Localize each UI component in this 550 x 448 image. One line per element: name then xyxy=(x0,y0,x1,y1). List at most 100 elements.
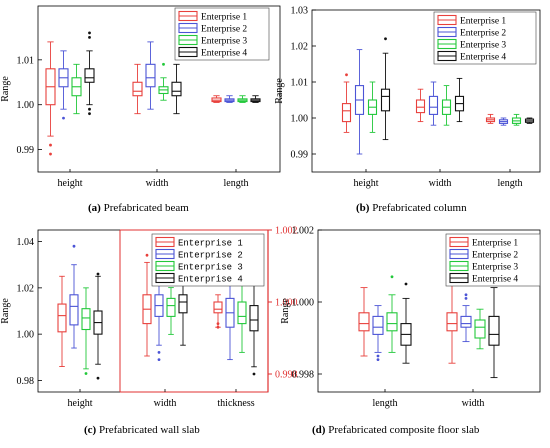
box-enterprise-2-width xyxy=(460,293,472,343)
box-enterprise-1-length xyxy=(485,113,496,124)
legend: Enterprise 1 Enterprise 2 Enterprise 3 Ente… xyxy=(151,233,265,287)
y-tick-label: 1.00 xyxy=(17,330,35,341)
x-tick-label: width xyxy=(462,398,485,409)
x-tick-label: height xyxy=(354,178,379,189)
y-tick-label: 0.99 xyxy=(291,150,309,161)
legend-label: Enterprise 3 xyxy=(201,37,247,47)
legend-item: Enterprise 4 xyxy=(178,46,247,59)
box-enterprise-4-width xyxy=(488,287,500,379)
legend-item: Enterprise 2 xyxy=(437,26,506,39)
box-enterprise-4-length xyxy=(250,95,261,103)
box-body xyxy=(488,315,500,346)
chart-c: 0.98 1.00 1.02 1.04 Range 0.998 1.000 1.002 heig… xyxy=(0,226,298,410)
caption-a: (a) Prefabricated beam xyxy=(88,202,189,214)
box-body xyxy=(81,308,91,331)
outlier-point xyxy=(88,107,91,111)
box-enterprise-4-length xyxy=(400,282,412,364)
box-body xyxy=(237,301,247,325)
box-enterprise-2-width xyxy=(428,81,439,126)
outlier-point xyxy=(464,293,468,297)
y-axis-label: Range xyxy=(274,78,285,104)
outlier-point xyxy=(157,358,161,361)
x-tick-label: width xyxy=(146,178,169,189)
box-enterprise-4-height xyxy=(84,31,95,116)
box-enterprise-3-width xyxy=(474,308,486,350)
outlier-point xyxy=(157,351,161,354)
box-enterprise-1-thickness xyxy=(213,294,223,329)
box-enterprise-2-length xyxy=(372,305,384,361)
box-body xyxy=(341,103,352,123)
box-enterprise-1-width xyxy=(446,272,458,364)
plot-frame xyxy=(311,9,541,173)
y2-tick-label: 0.998 xyxy=(275,370,298,381)
box-enterprise-2-length xyxy=(224,95,235,103)
legend-label: Enterprise 2 xyxy=(178,251,243,261)
box-enterprise-1-height xyxy=(57,275,67,367)
outlier-point xyxy=(84,372,88,375)
box-enterprise-3-width xyxy=(166,287,176,335)
x-tick-label: length xyxy=(498,178,523,189)
y-tick-label: 1.03 xyxy=(291,6,309,17)
box-enterprise-1-height xyxy=(45,41,56,156)
x-tick-label: length xyxy=(224,178,249,189)
legend-item: Enterprise 2 xyxy=(155,248,243,261)
y-tick-label: 1.002 xyxy=(292,226,315,237)
y-tick-label: 1.04 xyxy=(17,237,35,248)
legend-item: Enterprise 4 xyxy=(437,50,506,63)
box-body xyxy=(386,312,398,332)
outlier-point xyxy=(216,322,220,325)
outlier-point xyxy=(216,325,220,329)
outlier-point xyxy=(376,354,380,358)
y-tick-label: 0.99 xyxy=(17,145,35,156)
outlier-point xyxy=(72,244,76,248)
box-enterprise-3-height xyxy=(71,63,82,115)
legend-item: Enterprise 1 xyxy=(155,236,243,249)
y-tick-label: 1.000 xyxy=(292,298,315,309)
legend-item: Enterprise 1 xyxy=(449,236,518,249)
legend-item: Enterprise 2 xyxy=(178,22,247,35)
y-tick-label: 1.00 xyxy=(291,114,309,125)
y-tick-label: 1.01 xyxy=(291,78,309,89)
box-body xyxy=(446,312,458,332)
box-enterprise-1-length xyxy=(211,95,222,103)
legend: Enterprise 1 Enterprise 2 Enterprise 3 Ente… xyxy=(174,7,270,61)
box-body xyxy=(460,315,472,328)
box-body xyxy=(84,68,95,83)
legend-item: Enterprise 2 xyxy=(449,248,518,261)
outlier-point xyxy=(390,275,394,279)
legend: Enterprise 1 Enterprise 2 Enterprise 3 Ente… xyxy=(445,233,541,287)
box-body xyxy=(132,81,143,97)
box-enterprise-2-length xyxy=(498,117,509,126)
outlier-point xyxy=(464,297,468,300)
y2-tick-label: 1.002 xyxy=(275,226,298,237)
y-tick-label: 1.00 xyxy=(17,100,35,111)
legend-label: Enterprise 4 xyxy=(201,49,247,59)
box-enterprise-4-width xyxy=(454,77,465,123)
outlier-point xyxy=(62,116,65,120)
legend-item: Enterprise 3 xyxy=(155,260,243,273)
x-tick-label: thickness xyxy=(217,398,254,409)
chart-b: 0.99 1.00 1.01 1.02 1.03 Range height width leng… xyxy=(274,6,541,189)
caption-b: (b) Prefabricated column xyxy=(356,202,467,214)
box-enterprise-2-height xyxy=(69,244,79,349)
outlier-point xyxy=(96,272,100,276)
outlier-point xyxy=(376,358,380,361)
legend-label: Enterprise 2 xyxy=(201,25,247,35)
box-enterprise-1-height xyxy=(341,73,352,133)
box-enterprise-3-length xyxy=(237,95,248,103)
box-body xyxy=(69,294,79,326)
box-body xyxy=(213,301,223,314)
outlier-point xyxy=(404,282,408,286)
box-enterprise-4-length xyxy=(524,117,535,124)
legend-label: Enterprise 2 xyxy=(472,251,518,261)
y2-tick-label: 1.000 xyxy=(275,298,298,309)
legend-label: Enterprise 3 xyxy=(472,263,518,273)
legend-label: Enterprise 1 xyxy=(460,17,506,27)
box-enterprise-4-height xyxy=(93,272,103,380)
legend-label: Enterprise 3 xyxy=(178,263,243,273)
x-tick-label: width xyxy=(429,178,452,189)
legend-item: Enterprise 3 xyxy=(449,260,518,273)
box-body xyxy=(372,315,384,335)
outlier-point xyxy=(252,372,256,376)
box-enterprise-3-length xyxy=(386,275,398,353)
